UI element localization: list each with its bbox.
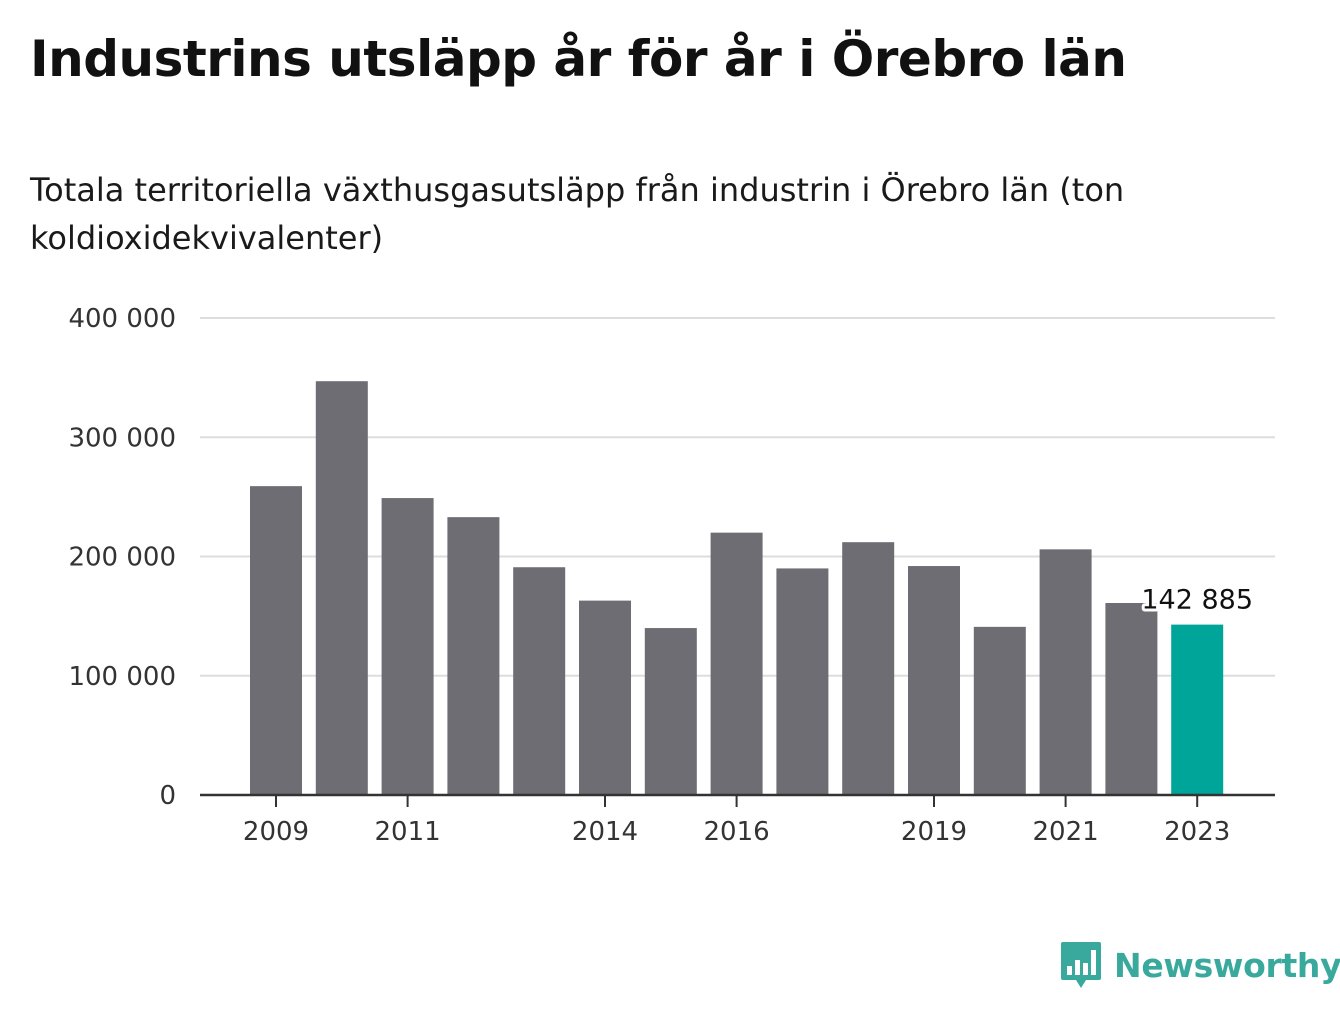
- x-tick-label: 2016: [704, 817, 770, 847]
- bar-2009: [250, 486, 302, 795]
- brand-name: Newsworthy: [1114, 945, 1340, 985]
- bar-2011: [381, 498, 434, 795]
- x-tick-label: 2009: [243, 817, 309, 847]
- data-label-2023: 142 885: [1141, 585, 1253, 616]
- chart-subtitle: Totala territoriella växthusgasutsläpp f…: [30, 171, 1125, 257]
- bar-2016: [710, 532, 763, 795]
- grid-lines: [200, 317, 1275, 677]
- y-tick-label: 0: [159, 781, 176, 811]
- bar-2022: [1105, 603, 1158, 795]
- bar-2023: [1171, 624, 1224, 795]
- y-tick-label: 100 000: [68, 662, 176, 692]
- x-tick-label: 2011: [375, 817, 441, 847]
- bar-2014: [579, 600, 631, 795]
- labels: 0 100 000 200 000 300 000 400 000 2009 2011 201…: [68, 304, 1256, 847]
- x-tick-label: 2023: [1164, 817, 1230, 847]
- bar-2017: [776, 568, 829, 795]
- bar-2020: [973, 626, 1026, 795]
- bar-chart-speech-bubble-icon: [1061, 942, 1101, 988]
- bar-2012: [447, 517, 500, 795]
- newsworthy-logo: Newsworthy: [1060, 940, 1340, 990]
- axes: [200, 793, 1275, 807]
- bar-2019: [908, 566, 960, 795]
- bar-2010: [315, 381, 368, 795]
- chart-title: Industrins utsläpp år för år i Örebro lä…: [30, 30, 1127, 88]
- bar-2015: [644, 628, 697, 795]
- y-tick-label: 300 000: [68, 423, 176, 453]
- y-tick-label: 400 000: [68, 304, 176, 334]
- bar-2013: [513, 567, 566, 795]
- bar-chart: 0 100 000 200 000 300 000 400 000 2009 2011 201…: [68, 304, 1275, 847]
- x-tick-label: 2014: [572, 817, 638, 847]
- x-tick-label: 2019: [901, 817, 967, 847]
- y-tick-label: 200 000: [68, 543, 176, 573]
- data-label-halo: 142 885: [1141, 585, 1253, 616]
- x-tick-label: 2021: [1033, 817, 1099, 847]
- bar-2021: [1039, 549, 1092, 795]
- bar-2018: [842, 542, 895, 795]
- bars: [250, 381, 1224, 795]
